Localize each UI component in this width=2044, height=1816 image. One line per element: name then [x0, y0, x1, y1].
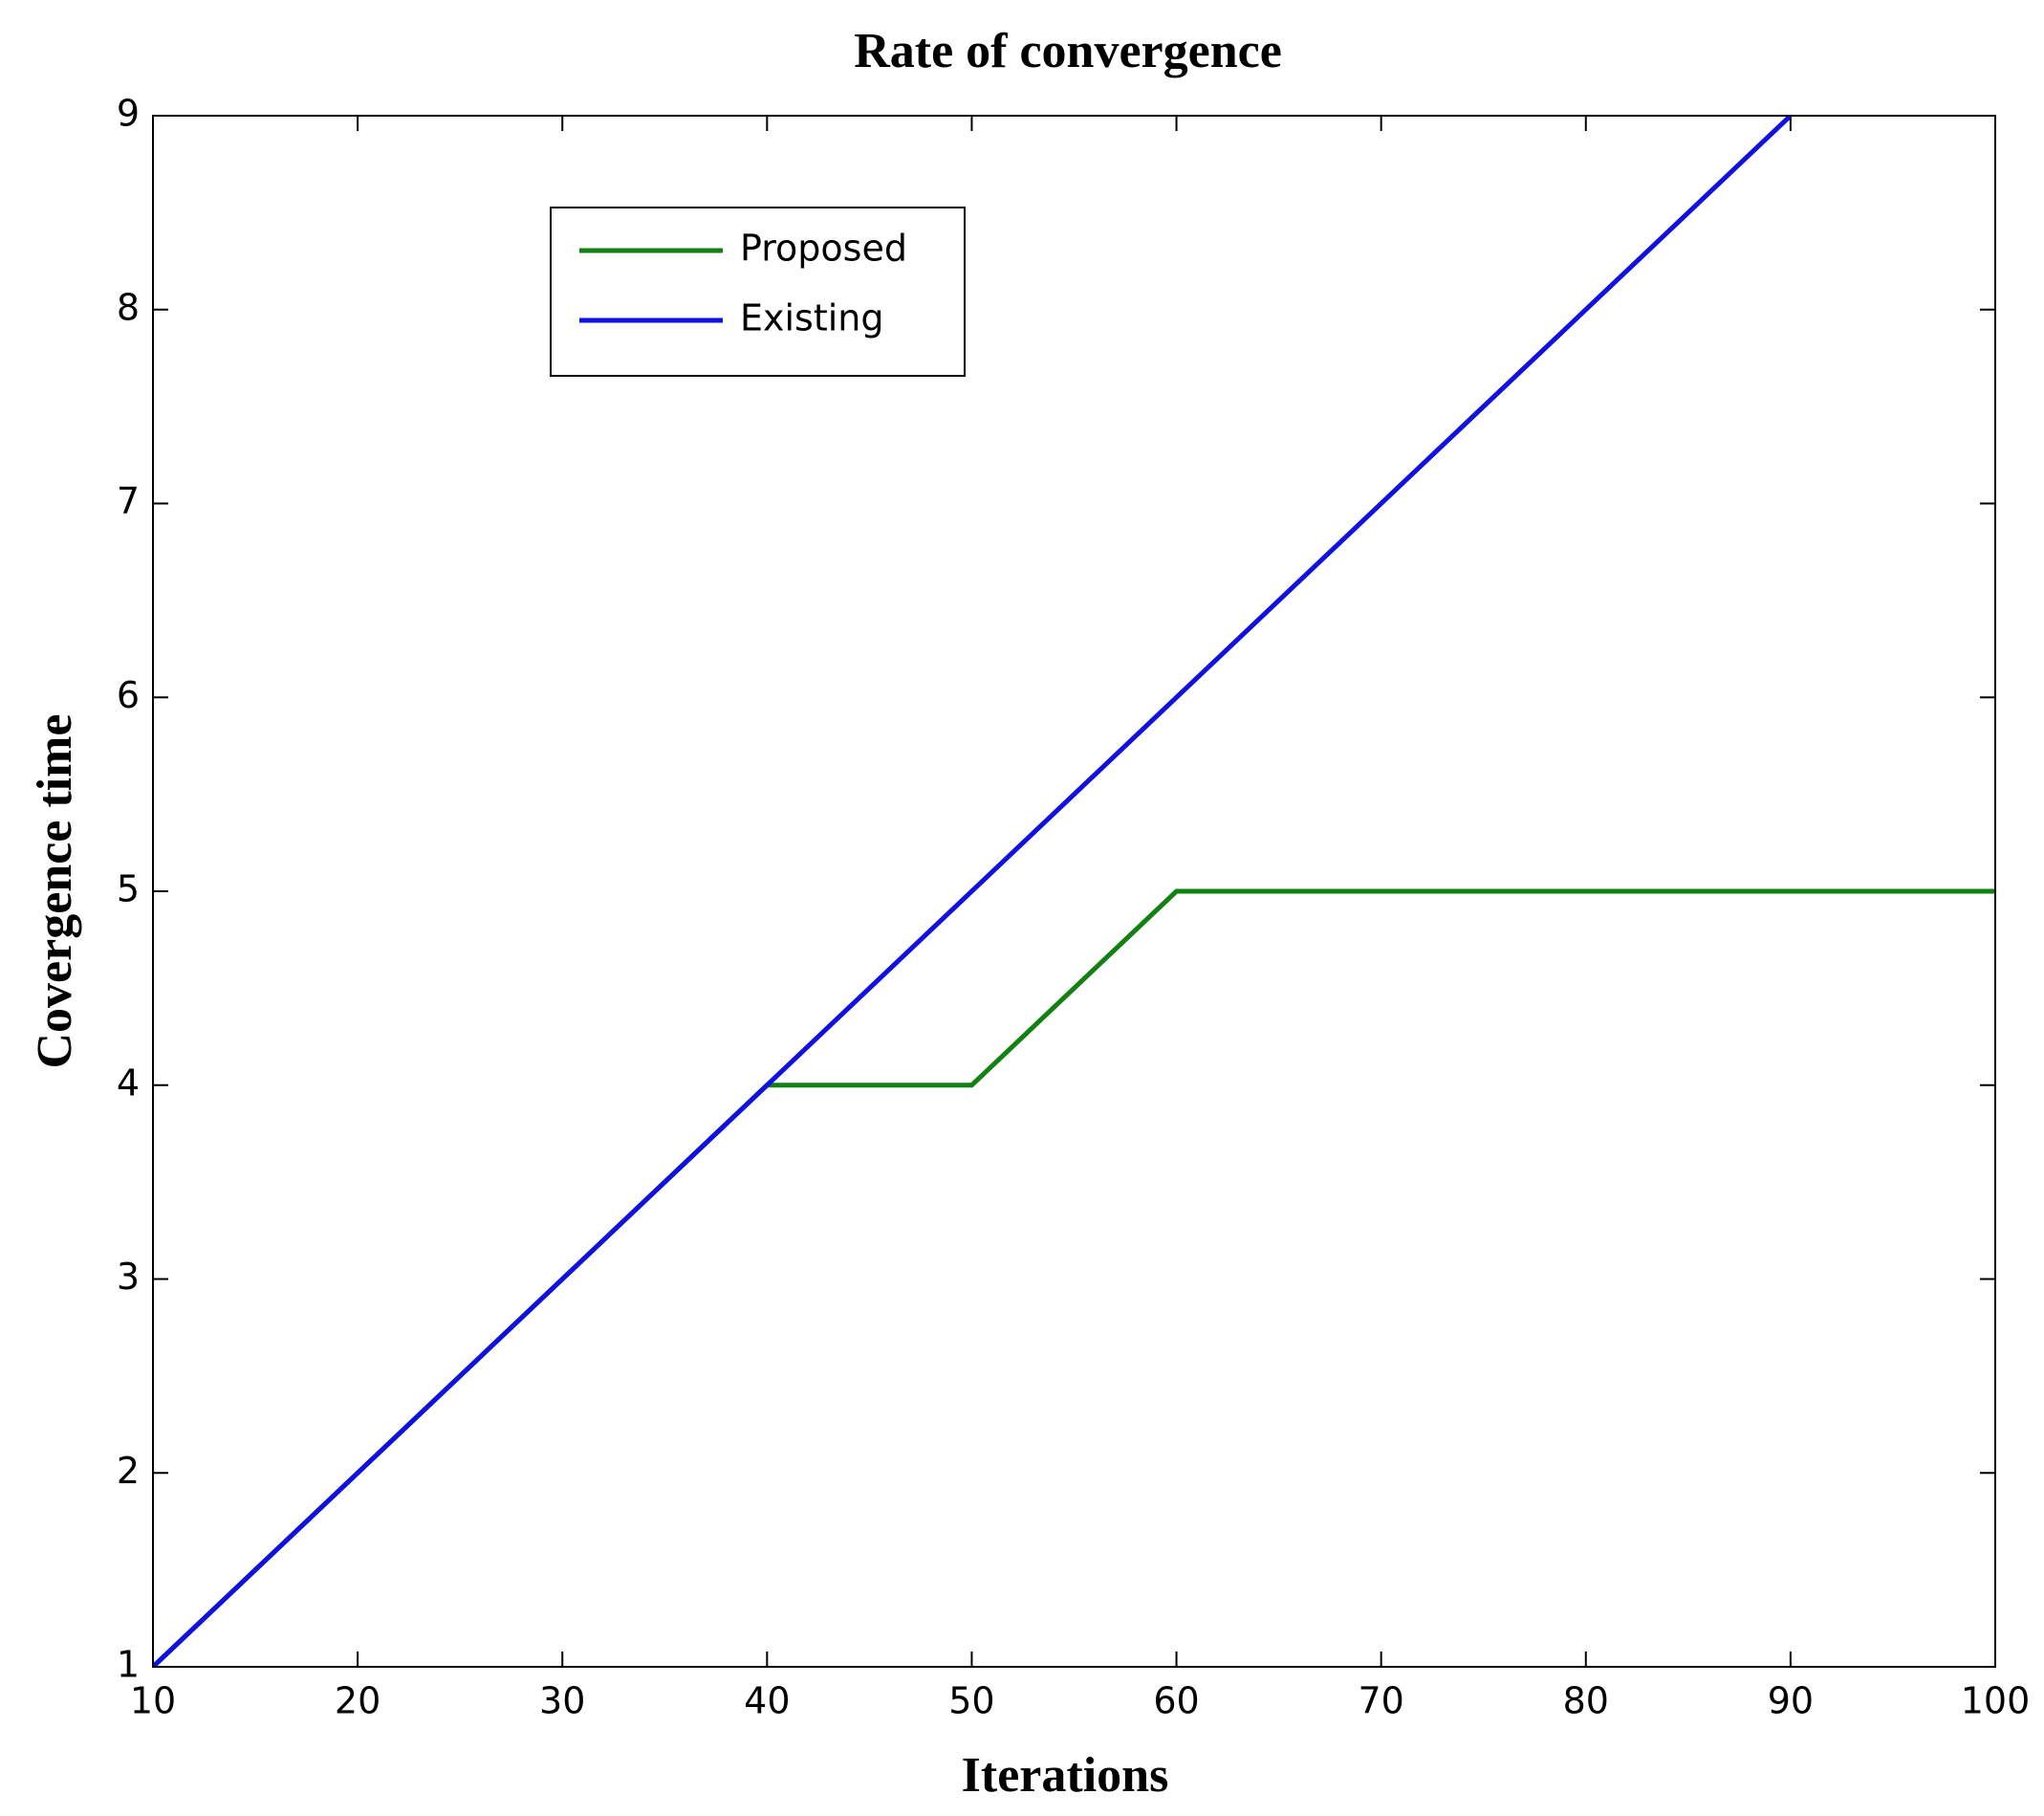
plot-frame — [152, 115, 1996, 1668]
y-axis-label: Covergence time — [28, 713, 82, 1068]
x-tick-label: 20 — [335, 1680, 381, 1722]
y-tick-label: 4 — [117, 1061, 140, 1104]
legend-label: Existing — [740, 297, 884, 339]
x-tick-label: 40 — [744, 1680, 790, 1722]
chart-title: Rate of convergence — [854, 24, 1282, 78]
y-tick-label: 7 — [117, 480, 140, 522]
y-tick-label: 1 — [117, 1644, 140, 1686]
series-line — [153, 116, 1793, 1667]
y-tick-label: 5 — [117, 868, 140, 910]
series-line — [153, 888, 1995, 1667]
x-axis-label: Iterations — [962, 1748, 1169, 1803]
y-tick-label: 8 — [117, 286, 140, 328]
y-tick-label: 9 — [117, 93, 140, 135]
x-tick-label: 100 — [1961, 1680, 2031, 1722]
x-tick-label: 60 — [1153, 1680, 1199, 1722]
y-tick-label: 2 — [117, 1450, 140, 1492]
x-tick-label: 10 — [130, 1680, 176, 1722]
legend-label: Proposed — [740, 228, 907, 270]
x-tick-label: 50 — [948, 1680, 994, 1722]
x-tick-label: 70 — [1358, 1680, 1403, 1722]
x-tick-label: 90 — [1768, 1680, 1814, 1722]
y-tick-label: 6 — [117, 674, 140, 716]
y-tick-label: 3 — [117, 1256, 140, 1298]
x-tick-label: 30 — [539, 1680, 585, 1722]
legend-box — [550, 207, 966, 377]
x-tick-label: 80 — [1563, 1680, 1609, 1722]
